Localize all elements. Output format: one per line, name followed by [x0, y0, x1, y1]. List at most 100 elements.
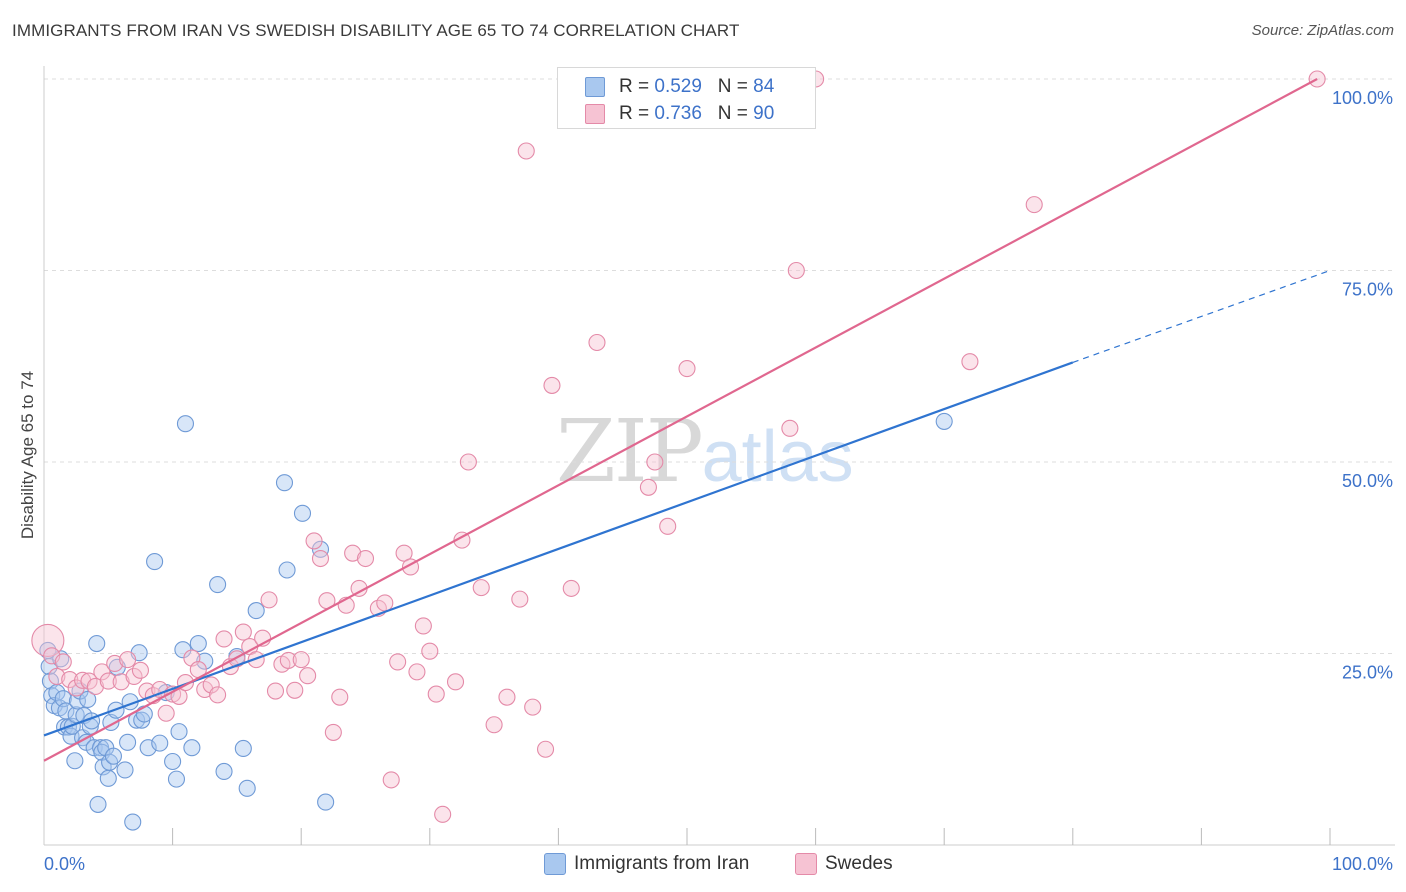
- x-tick-label-max: 100.0%: [1332, 854, 1393, 874]
- iran-point: [293, 504, 312, 522]
- swedes-point: [119, 651, 137, 669]
- y-tick-label: 50.0%: [1342, 471, 1393, 491]
- swedes-point: [234, 623, 252, 641]
- iran-point: [99, 769, 117, 787]
- iran-point: [116, 761, 134, 779]
- swedes-point: [131, 661, 149, 679]
- swedes-point: [157, 704, 175, 722]
- iran-point: [317, 793, 335, 811]
- swedes-point: [517, 142, 535, 160]
- swedes-point: [472, 579, 490, 597]
- swedes-point: [678, 359, 696, 378]
- watermark-zip: ZIP: [556, 402, 704, 502]
- iran-point: [247, 602, 265, 620]
- legend-swatch-swedes: [585, 104, 605, 124]
- iran-point: [311, 540, 330, 558]
- swedes-point: [961, 353, 979, 371]
- iran-point: [151, 734, 169, 752]
- iran-point: [104, 747, 122, 765]
- y-tick-label: 75.0%: [1342, 280, 1393, 300]
- swedes-point: [112, 673, 130, 691]
- swedes-point: [209, 686, 227, 704]
- tick-labels: 25.0% 50.0% 75.0% 100.0% 0.0% 100.0%: [44, 88, 1393, 874]
- iran-point: [215, 762, 233, 781]
- swedes-point: [485, 716, 503, 734]
- legend-r-value: 0.529: [654, 76, 702, 97]
- watermark-atlas: atlas: [701, 417, 854, 497]
- swedes-point: [395, 544, 413, 562]
- data-points: [31, 70, 1326, 831]
- iran-point: [209, 576, 227, 594]
- iran-point: [275, 474, 294, 492]
- iran-point: [119, 733, 137, 751]
- swedes-point: [356, 549, 375, 568]
- trend-lines: [43, 78, 1331, 762]
- chart-title: IMMIGRANTS FROM IRAN VS SWEDISH DISABILI…: [12, 21, 740, 40]
- swedes-point: [787, 261, 805, 280]
- grid: [44, 78, 1395, 654]
- source-label: Source:: [1251, 22, 1304, 39]
- source-attribution: Source: ZipAtlas.com: [1252, 22, 1394, 39]
- swedes-point: [639, 478, 657, 496]
- swedes-point: [562, 579, 580, 597]
- swedes-point: [646, 453, 664, 471]
- bottom-legend-label-swedes: Swedes: [825, 853, 893, 874]
- swedes-point: [536, 740, 555, 758]
- swedes-point: [446, 673, 465, 691]
- watermark: ZIPatlas: [556, 402, 854, 502]
- swedes-point: [1025, 196, 1043, 214]
- y-tick-label: 100.0%: [1332, 88, 1393, 108]
- source-link[interactable]: ZipAtlas.com: [1307, 22, 1394, 39]
- swedes-point: [125, 667, 143, 686]
- swedes-point: [54, 653, 72, 671]
- swedes-point: [305, 532, 323, 550]
- swedes-point: [61, 670, 79, 689]
- swedes-point: [324, 723, 342, 741]
- swedes-point: [588, 333, 606, 352]
- iran-point: [278, 561, 296, 579]
- swedes-point: [376, 594, 394, 612]
- swedes-point: [279, 651, 297, 669]
- swedes-point: [421, 642, 439, 660]
- axes: [43, 66, 1395, 846]
- iran-point: [167, 770, 186, 788]
- iran-point: [164, 752, 182, 771]
- iran-point: [183, 739, 201, 757]
- iran-point: [135, 705, 153, 723]
- iran-point: [189, 634, 207, 653]
- swedes-point: [260, 591, 278, 609]
- swedes-point: [311, 549, 330, 568]
- swedes-point: [299, 667, 317, 685]
- swedes-point: [427, 685, 445, 703]
- swedes-point: [86, 677, 104, 695]
- legend-r-label: R =: [619, 103, 655, 124]
- swedes-point: [344, 544, 362, 562]
- bottom-legend-swatch-iran: [544, 853, 566, 875]
- swedes-point: [543, 376, 561, 394]
- swedes-point: [202, 676, 220, 694]
- x-tick-label-min: 0.0%: [44, 854, 85, 874]
- legend-r-label: R =: [619, 76, 655, 97]
- swedes-point: [659, 517, 677, 535]
- swedes-point: [215, 630, 233, 648]
- swedes-point: [286, 681, 304, 699]
- bottom-legend-label-iran: Immigrants from Iran: [574, 853, 750, 874]
- swedes-point: [382, 771, 400, 789]
- swedes-point: [498, 688, 516, 706]
- iran-point: [79, 690, 97, 709]
- swedes-point: [389, 653, 407, 671]
- swedes-trend-line: [43, 78, 1318, 762]
- iran-trend-line: [43, 361, 1074, 737]
- iran-trend-extension: [1072, 269, 1331, 363]
- legend-n-value: 84: [753, 76, 775, 97]
- iran-point: [238, 779, 256, 797]
- swedes-point: [414, 617, 432, 635]
- y-axis-label: Disability Age 65 to 74: [18, 370, 37, 540]
- swedes-point: [434, 805, 452, 823]
- swedes-point: [459, 453, 477, 471]
- swedes-point: [93, 663, 111, 681]
- iran-point: [89, 795, 107, 813]
- swedes-point: [292, 651, 310, 669]
- swedes-point: [331, 688, 349, 706]
